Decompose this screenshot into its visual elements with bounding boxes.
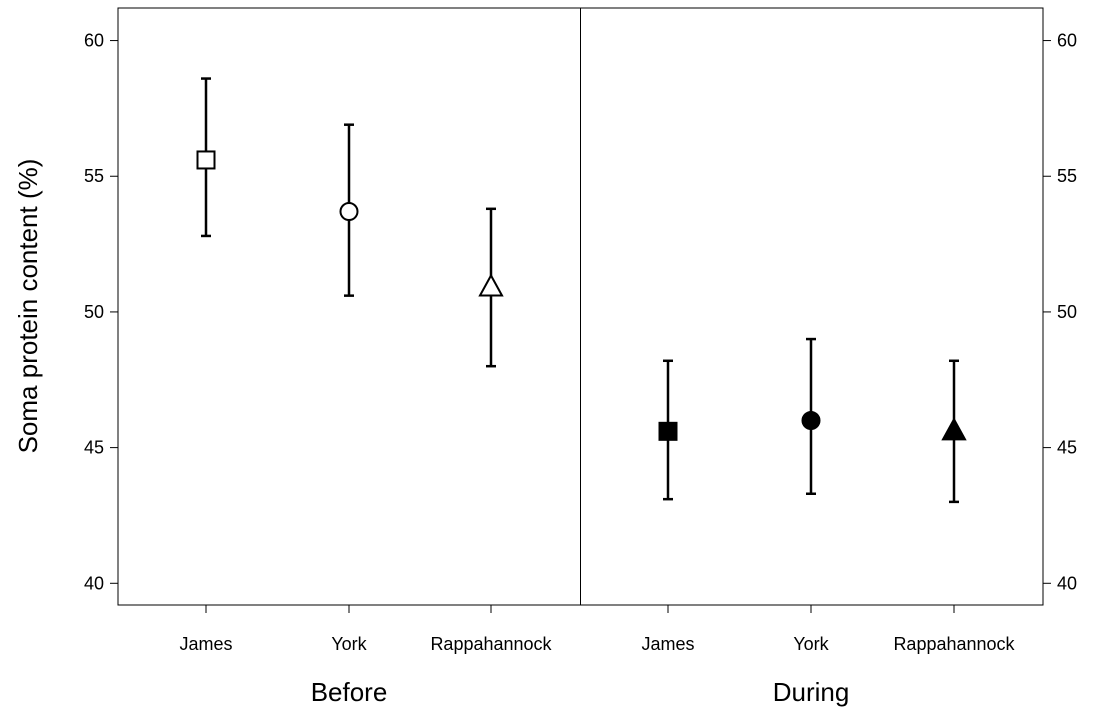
- y-axis-title: Soma protein content (%): [13, 159, 43, 454]
- panel-title-during: During: [773, 677, 850, 707]
- y-tick-label-right: 45: [1057, 438, 1077, 458]
- x-tick-label: James: [641, 634, 694, 654]
- x-tick-label: Rappahannock: [893, 634, 1015, 654]
- y-tick-label-right: 50: [1057, 302, 1077, 322]
- left-y-axis: 40 45 50 55 60: [84, 31, 118, 593]
- data-point-square: [658, 421, 678, 441]
- data-point-triangle: [478, 273, 504, 297]
- y-tick-label-right: 55: [1057, 166, 1077, 186]
- data-point-triangle: [941, 417, 967, 441]
- x-tick-label: York: [331, 634, 367, 654]
- x-tick-label: Rappahannock: [430, 634, 552, 654]
- data-point-circle: [339, 202, 359, 222]
- y-tick-label-right: 40: [1057, 573, 1077, 593]
- y-tick-label-left: 40: [84, 573, 104, 593]
- x-tick-label: James: [179, 634, 232, 654]
- x-tick-label: York: [793, 634, 829, 654]
- panel-title-before: Before: [311, 677, 388, 707]
- y-tick-label-right: 60: [1057, 31, 1077, 51]
- y-tick-label-left: 60: [84, 31, 104, 51]
- data-point-circle: [801, 410, 821, 430]
- y-tick-label-left: 50: [84, 302, 104, 322]
- y-tick-label-left: 55: [84, 166, 104, 186]
- y-tick-label-left: 45: [84, 438, 104, 458]
- data-marks: [196, 77, 967, 504]
- right-y-axis: 40 45 50 55 60: [1043, 31, 1077, 593]
- x-axis: James York Rappahannock James York Rappahanno…: [179, 605, 1016, 654]
- data-point-square: [196, 150, 216, 170]
